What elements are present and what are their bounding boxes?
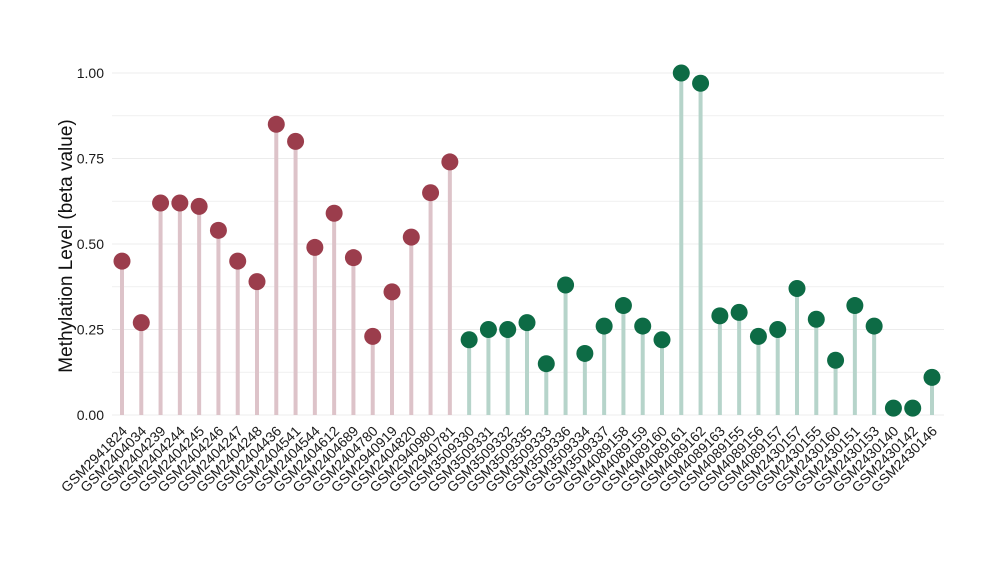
lollipop-point [730,303,748,321]
lollipop-point [152,194,170,212]
lollipop-point [422,184,440,202]
lollipop-point [248,273,266,291]
lollipop-point [711,307,729,325]
lollipop-point [692,74,710,92]
grid-lines [112,72,944,416]
lollipop-point [537,355,555,373]
y-tick-label: 0.75 [77,151,104,167]
lollipop-point [499,321,517,338]
lollipop-point [306,238,324,256]
lollipop-point [807,310,825,328]
y-tick-label: 0.50 [77,236,104,252]
lollipop-point [846,297,864,315]
lollipop-point [518,314,536,332]
y-axis-title: Methylation Level (beta value) [56,119,77,372]
lollipop-point [402,228,420,246]
y-axis-ticks: 0.00 0.25 0.50 0.75 1.00 [77,65,104,423]
lollipop-point [595,317,613,335]
lollipop-point [576,344,594,362]
lollipop-point [132,314,150,332]
lollipop-point [460,331,478,349]
lollipop-point [383,283,401,301]
lollipop-point [788,279,806,297]
lollipop-point [884,399,902,417]
lollipop-point [672,64,690,82]
lollipop-point [865,317,883,335]
lollipop-point [634,317,652,335]
y-tick-label: 1.00 [77,65,104,81]
lollipop-point [287,132,305,150]
stems [120,73,934,415]
lollipop-point [479,321,497,338]
lollipop-point [923,368,941,386]
lollipop-point [344,249,362,267]
lollipop-point [325,204,343,222]
x-axis-ticks: GSM2941824GSM2404034GSM2404239GSM2404244… [58,423,941,496]
lollipop-point [749,327,767,345]
lollipop-point [769,321,787,338]
lollipop-point [827,351,845,369]
lollipop-point [364,327,382,345]
lollipop-point [190,197,208,215]
lollipop-point [653,331,671,349]
lollipop-point [904,399,922,417]
lollipop-point [113,252,131,270]
lollipop-point [557,276,575,294]
lollipop-point [441,153,459,171]
y-tick-label: 0.25 [77,322,104,338]
lollipop-point [171,194,189,212]
lollipop-point [229,252,247,270]
lollipop-point [614,297,632,315]
points [113,64,941,417]
lollipop-point [267,115,285,133]
y-tick-label: 0.00 [77,407,104,423]
lollipop-point [209,221,227,239]
